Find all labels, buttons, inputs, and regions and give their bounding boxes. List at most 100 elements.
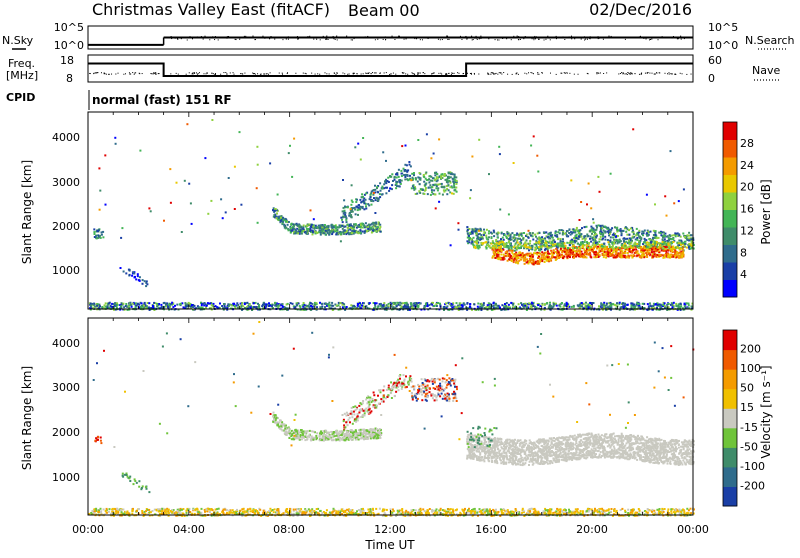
power-point	[513, 261, 515, 263]
power-point	[395, 183, 397, 185]
noise-dot	[498, 39, 499, 40]
power-point	[690, 248, 692, 250]
nave-dot	[474, 74, 475, 75]
noise-dot	[587, 37, 588, 38]
nave-dot	[118, 73, 119, 74]
power-point	[588, 249, 590, 251]
noise-dot	[236, 39, 237, 40]
power-point	[250, 307, 252, 309]
power-point	[476, 233, 478, 235]
power-point	[372, 200, 374, 202]
power-point	[549, 259, 551, 261]
noise-dot	[346, 36, 347, 37]
power-point	[101, 234, 103, 236]
power-point	[433, 189, 435, 191]
power-point	[191, 304, 193, 306]
power-point	[207, 213, 209, 215]
nave-dot	[134, 73, 135, 74]
power-point	[488, 302, 490, 304]
nave-dot	[412, 73, 413, 74]
power-point	[577, 250, 579, 252]
power-point	[554, 241, 556, 243]
noise-dot	[544, 39, 545, 40]
power-point	[186, 123, 188, 125]
nave-dot	[631, 73, 632, 74]
power-point	[399, 179, 401, 181]
power-point	[373, 189, 375, 191]
power-point	[299, 305, 301, 307]
power-point	[534, 249, 536, 251]
power-point	[544, 249, 546, 251]
power-point	[343, 230, 345, 232]
power-point	[344, 210, 346, 212]
power-point	[646, 256, 648, 258]
power-point	[564, 251, 566, 253]
power-point	[96, 305, 98, 307]
power-point	[256, 187, 258, 189]
power-point	[109, 302, 111, 304]
power-point	[105, 306, 107, 308]
power-point	[668, 239, 670, 241]
power-point	[456, 191, 458, 193]
nave-dot	[524, 73, 525, 74]
nave-dot	[627, 74, 628, 75]
nave-dot	[656, 73, 657, 74]
power-point	[316, 232, 318, 234]
power-point	[569, 256, 571, 258]
power-point	[378, 221, 380, 223]
noise-dot	[406, 38, 407, 39]
power-point	[671, 304, 673, 306]
power-point	[282, 306, 284, 308]
power-point	[584, 241, 586, 243]
noise-dot	[223, 37, 224, 38]
power-point	[231, 305, 233, 307]
power-point	[640, 237, 642, 239]
power-point	[370, 226, 372, 228]
power-point	[598, 305, 600, 307]
power-point	[516, 234, 518, 236]
power-point	[481, 303, 483, 305]
power-point	[527, 243, 529, 245]
power-point	[442, 173, 444, 175]
power-point	[618, 255, 620, 257]
power-point	[583, 256, 585, 258]
noise-right-tick-top: 10^5	[708, 21, 738, 34]
noise-dot	[283, 36, 284, 37]
power-point	[449, 191, 451, 193]
nave-dot	[402, 73, 403, 74]
power-point	[368, 224, 370, 226]
power-point	[621, 256, 623, 258]
power-point	[429, 184, 431, 186]
power-point	[662, 239, 664, 241]
noise-dot	[351, 39, 352, 40]
noise-dot	[536, 36, 537, 37]
noise-dot	[336, 36, 337, 37]
power-point	[641, 249, 643, 251]
power-point	[351, 184, 353, 186]
power-point	[323, 232, 325, 234]
power-point	[497, 307, 499, 309]
power-point	[430, 157, 432, 159]
power-point	[508, 255, 510, 257]
power-point	[135, 302, 137, 304]
power-point	[651, 251, 653, 253]
power-point	[572, 241, 574, 243]
noise-dot	[518, 39, 519, 40]
noise-dot	[352, 39, 353, 40]
power-point	[137, 273, 139, 275]
power-point	[387, 180, 389, 182]
power-point	[508, 240, 510, 242]
power-point	[604, 245, 606, 247]
power-point	[655, 255, 657, 257]
power-point	[153, 302, 155, 304]
power-point	[347, 224, 349, 226]
nave-dot	[384, 72, 385, 73]
noise-dot	[476, 36, 477, 37]
noise-dot	[212, 36, 213, 37]
power-point	[615, 252, 617, 254]
nave-dot	[659, 72, 660, 73]
nave-dot	[335, 74, 336, 75]
power-point	[294, 229, 296, 231]
power-point	[591, 250, 593, 252]
power-point	[639, 256, 641, 258]
